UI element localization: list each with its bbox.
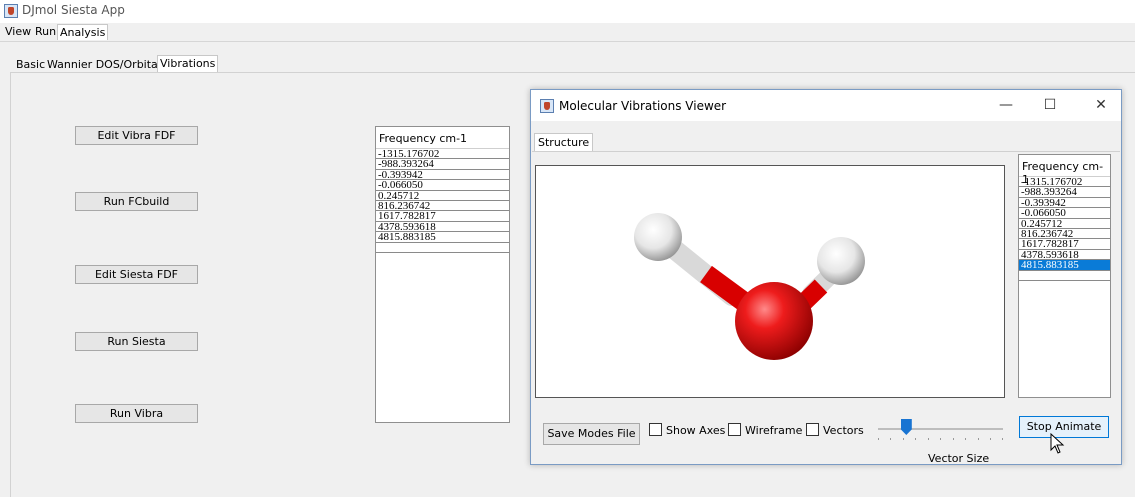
water-molecule-render xyxy=(634,213,865,360)
java-app-icon xyxy=(4,4,18,18)
menu-analysis[interactable]: Analysis xyxy=(57,24,109,40)
hydrogen-atom xyxy=(817,237,865,285)
list-item-empty[interactable] xyxy=(1019,271,1110,281)
list-item[interactable]: -988.393264 xyxy=(1019,187,1110,198)
list-item[interactable]: -1315.176702 xyxy=(1019,177,1110,188)
list-item[interactable]: -0.393942 xyxy=(376,170,509,181)
show-axes-checkbox-box[interactable] xyxy=(649,423,662,436)
java-app-icon xyxy=(540,99,554,113)
molecule-viewer[interactable] xyxy=(535,165,1005,398)
list-item[interactable]: 4815.883185 xyxy=(376,232,509,243)
vibrations-viewer-dialog: Molecular Vibrations Viewer — ☐ ✕ Struct… xyxy=(530,89,1122,465)
list-item-selected[interactable]: 4815.883185 xyxy=(1019,260,1110,271)
slider-tick xyxy=(990,438,991,440)
app-titlebar: DJmol Siesta App xyxy=(0,0,1135,23)
app-title: DJmol Siesta App xyxy=(22,3,125,17)
run-fcbuild-button[interactable]: Run FCbuild xyxy=(75,192,198,211)
slider-tick xyxy=(940,438,941,440)
list-item[interactable]: -0.066050 xyxy=(376,180,509,191)
menu-view[interactable]: View xyxy=(5,25,32,38)
slider-tick xyxy=(953,438,954,440)
slider-tick xyxy=(903,438,904,440)
list-item-empty[interactable] xyxy=(376,243,509,253)
list-item[interactable]: 816.236742 xyxy=(376,201,509,212)
slider-tick xyxy=(890,438,891,440)
vector-size-slider[interactable] xyxy=(878,418,1003,440)
slider-tick xyxy=(878,438,879,440)
tab-structure[interactable]: Structure xyxy=(534,133,594,152)
list-item[interactable]: 4378.593618 xyxy=(376,222,509,233)
list-item[interactable]: -988.393264 xyxy=(376,159,509,170)
wireframe-label: Wireframe xyxy=(745,424,803,437)
menu-run[interactable]: Run xyxy=(35,25,57,38)
frequency-list[interactable]: Frequency cm-1 -1315.176702 -988.393264 … xyxy=(375,126,510,423)
list-item[interactable]: -0.066050 xyxy=(1019,208,1110,219)
list-item[interactable]: 1617.782817 xyxy=(376,211,509,222)
slider-tick xyxy=(915,438,916,440)
list-item[interactable]: 0.245712 xyxy=(376,191,509,201)
minimize-icon[interactable]: — xyxy=(999,97,1013,113)
run-vibra-button[interactable]: Run Vibra xyxy=(75,404,198,423)
slider-tick xyxy=(978,438,979,440)
maximize-icon[interactable]: ☐ xyxy=(1043,97,1057,113)
close-icon[interactable]: ✕ xyxy=(1095,97,1107,113)
cursor-arrow-icon xyxy=(1050,433,1065,454)
list-item[interactable]: 1617.782817 xyxy=(1019,239,1110,250)
wireframe-checkbox-box[interactable] xyxy=(728,423,741,436)
dialog-title: Molecular Vibrations Viewer xyxy=(559,99,727,113)
oxygen-atom xyxy=(735,282,813,360)
list-item[interactable]: 0.245712 xyxy=(1019,219,1110,229)
vibrations-panel xyxy=(10,72,1135,497)
tab-vibrations[interactable]: Vibrations xyxy=(157,55,219,73)
stop-animate-button[interactable]: Stop Animate xyxy=(1019,416,1109,438)
dialog-titlebar[interactable]: Molecular Vibrations Viewer — ☐ ✕ xyxy=(531,90,1121,121)
vector-size-label: Vector Size xyxy=(928,452,990,465)
slider-tick xyxy=(928,438,929,440)
list-item[interactable]: -1315.176702 xyxy=(376,149,509,160)
list-item[interactable]: 816.236742 xyxy=(1019,229,1110,240)
vectors-label: Vectors xyxy=(823,424,864,437)
slider-thumb[interactable] xyxy=(900,419,912,435)
structure-panel-border xyxy=(532,151,1120,152)
hydrogen-atom xyxy=(634,213,682,261)
slider-tick xyxy=(965,438,966,440)
run-siesta-button[interactable]: Run Siesta xyxy=(75,332,198,351)
tab-basic[interactable]: Basic xyxy=(16,58,46,71)
list-item[interactable]: -0.393942 xyxy=(1019,198,1110,209)
tab-wannier-dos-orbitals[interactable]: Wannier DOS/Orbitals xyxy=(47,58,167,71)
save-modes-file-button[interactable]: Save Modes File xyxy=(543,423,640,445)
dialog-frequency-list-header: Frequency cm-1 xyxy=(1019,155,1110,186)
show-axes-label: Show Axes xyxy=(666,424,726,437)
slider-tick xyxy=(1002,438,1003,440)
slider-track xyxy=(878,428,1003,430)
edit-vibra-fdf-button[interactable]: Edit Vibra FDF xyxy=(75,126,198,145)
frequency-list-header: Frequency cm-1 xyxy=(376,127,509,149)
edit-siesta-fdf-button[interactable]: Edit Siesta FDF xyxy=(75,265,198,284)
dialog-frequency-list[interactable]: Frequency cm-1 -1315.176702 -988.393264 … xyxy=(1018,154,1111,398)
vectors-checkbox-box[interactable] xyxy=(806,423,819,436)
list-item[interactable]: 4378.593618 xyxy=(1019,250,1110,261)
menubar: View Run Analysis xyxy=(0,23,1135,42)
